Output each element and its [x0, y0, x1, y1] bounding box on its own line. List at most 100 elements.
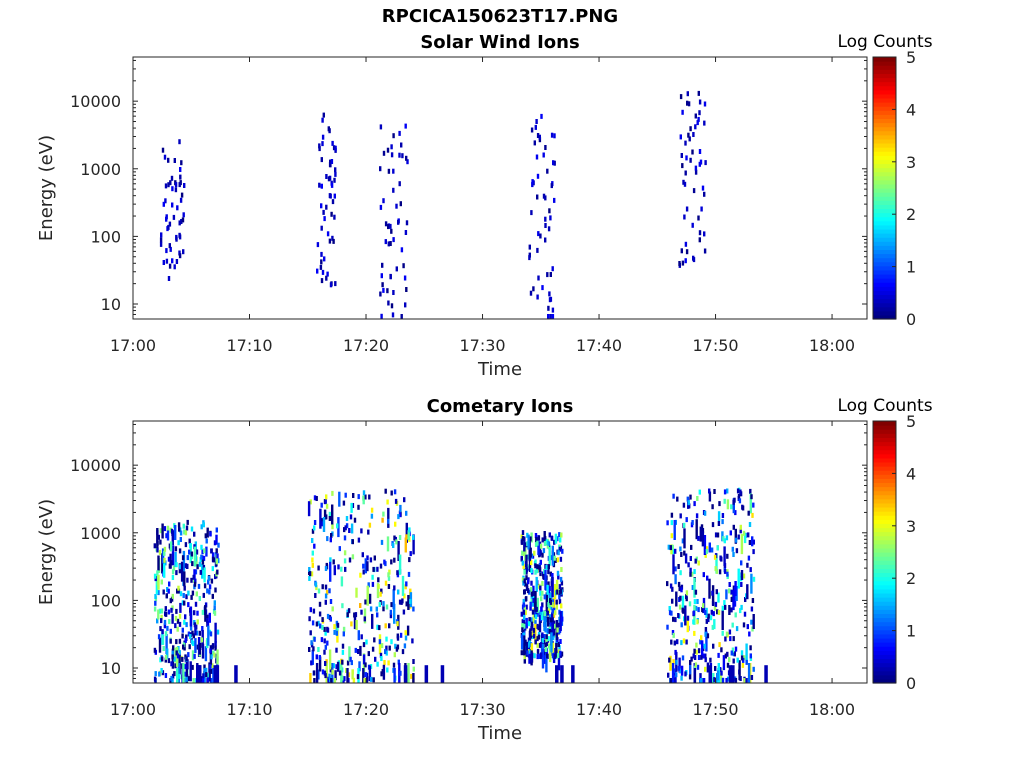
heatmap-cell — [316, 268, 319, 274]
heatmap-cell — [694, 662, 698, 668]
heatmap-cell — [734, 581, 737, 596]
colorbar-band — [873, 654, 896, 660]
heatmap-cell — [716, 670, 720, 681]
heatmap-cell — [683, 214, 686, 220]
heatmap-cell — [195, 630, 199, 636]
heatmap-cell — [740, 560, 743, 566]
heatmap-cell — [216, 649, 219, 665]
heatmap-cell — [317, 620, 320, 626]
heatmap-cell — [203, 583, 207, 589]
heatmap-cell — [380, 313, 383, 319]
heatmap-cell — [167, 157, 170, 163]
heatmap-cell — [387, 241, 390, 247]
heatmap-cell — [407, 595, 410, 610]
heatmap-cell — [170, 661, 173, 667]
heatmap-cell — [520, 556, 523, 562]
heatmap-cell — [206, 621, 210, 626]
colorbar-band — [873, 298, 896, 304]
heatmap-cell — [547, 305, 550, 311]
heatmap-cell — [159, 241, 163, 247]
heatmap-cell — [545, 539, 548, 545]
heatmap-cell — [521, 560, 524, 566]
heatmap-cell — [359, 603, 362, 608]
heatmap-cell — [163, 154, 167, 160]
heatmap-cell — [542, 574, 546, 580]
heatmap-cell — [181, 627, 184, 633]
heatmap-cell — [205, 672, 208, 678]
heatmap-cell — [714, 532, 718, 538]
heatmap-cell — [679, 94, 683, 100]
heatmap-cell — [557, 574, 560, 580]
heatmap-cell — [321, 625, 324, 630]
heatmap-cell — [315, 621, 319, 627]
heatmap-cell — [168, 563, 172, 569]
colorbar-band — [873, 183, 896, 189]
heatmap-cell — [334, 167, 337, 173]
heatmap-cell — [720, 677, 723, 683]
heatmap-cell — [214, 645, 217, 651]
heatmap-cell — [190, 551, 194, 557]
heatmap-cell — [748, 631, 751, 637]
heatmap-cell — [724, 604, 727, 610]
heatmap-cell — [703, 120, 706, 126]
heatmap-cell — [539, 590, 542, 596]
heatmap-cell — [545, 592, 548, 613]
heatmap-cell — [326, 271, 329, 277]
colorbar-band — [873, 572, 896, 578]
heatmap-cell — [728, 657, 731, 663]
colorbar-band — [873, 601, 896, 606]
heatmap-cell — [558, 599, 562, 605]
heatmap-cell — [675, 591, 678, 607]
heatmap-cell — [545, 564, 548, 570]
heatmap-cell — [729, 530, 732, 536]
heatmap-cell — [405, 220, 409, 226]
heatmap-cell — [543, 634, 546, 639]
heatmap-cell — [730, 597, 733, 602]
heatmap-cell — [544, 195, 547, 201]
heatmap-cell — [169, 180, 172, 186]
heatmap-cell — [695, 513, 699, 519]
heatmap-cell — [333, 624, 336, 630]
heatmap-cell — [680, 248, 683, 254]
heatmap-cell — [706, 575, 709, 581]
heatmap-cell — [666, 581, 669, 587]
colorbar-band — [873, 547, 896, 553]
heatmap-cell — [343, 550, 347, 556]
heatmap-cell — [336, 625, 339, 631]
heatmap-cell — [380, 671, 383, 677]
heatmap-cell — [384, 221, 388, 227]
heatmap-cell — [739, 676, 742, 681]
heatmap-cell — [751, 536, 754, 547]
heatmap-cell — [684, 170, 687, 176]
heatmap-cell — [382, 606, 385, 612]
heatmap-cell — [153, 676, 157, 682]
heatmap-cell — [684, 258, 687, 264]
colorbar-band — [873, 580, 896, 586]
heatmap-cell — [179, 197, 183, 203]
heatmap-cell — [325, 663, 328, 683]
heatmap-cell — [709, 657, 712, 663]
heatmap-cell — [203, 567, 206, 583]
heatmap-cell — [723, 538, 726, 544]
heatmap-cell — [362, 569, 365, 575]
heatmap-cell — [379, 124, 383, 130]
heatmap-cell — [740, 650, 744, 656]
heatmap-cell — [331, 669, 334, 675]
heatmap-cell — [694, 169, 698, 175]
heatmap-cell — [167, 182, 170, 188]
heatmap-cell — [674, 566, 677, 572]
heatmap-cell — [750, 573, 753, 594]
heatmap-cell — [175, 570, 178, 576]
heatmap-cell — [343, 527, 346, 533]
heatmap-cell — [342, 500, 346, 506]
heatmap-cell — [171, 613, 174, 624]
heatmap-cell — [734, 612, 737, 618]
heatmap-cell — [364, 662, 367, 668]
heatmap-cell — [522, 602, 525, 608]
x-tick-label: 17:40 — [576, 700, 622, 719]
heatmap-cell — [324, 593, 328, 599]
heatmap-cell — [549, 314, 552, 319]
heatmap-cell — [334, 281, 337, 287]
heatmap-cell — [178, 564, 182, 570]
heatmap-cell — [400, 599, 403, 605]
